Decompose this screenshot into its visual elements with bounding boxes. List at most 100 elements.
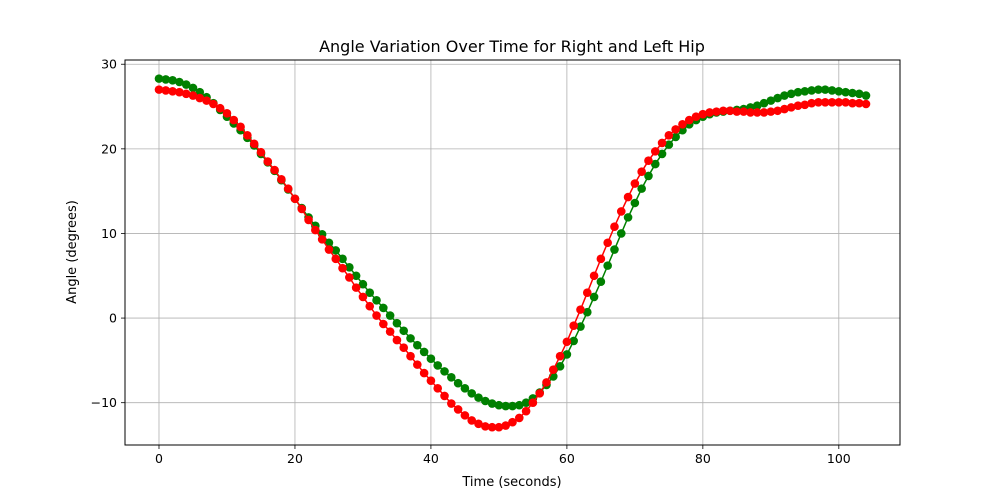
data-point <box>834 87 844 96</box>
data-point <box>413 360 422 369</box>
data-point <box>161 75 171 84</box>
data-point <box>521 398 531 407</box>
x-tick-label: 100 <box>827 451 851 466</box>
data-point <box>827 98 837 107</box>
data-point <box>222 109 232 118</box>
data-point <box>311 225 320 235</box>
data-point <box>861 91 871 100</box>
data-point <box>154 85 164 94</box>
data-point <box>562 350 572 359</box>
data-point <box>195 87 205 97</box>
data-point <box>467 389 477 398</box>
data-point <box>535 389 544 398</box>
data-point <box>780 91 789 100</box>
x-tick-label: 60 <box>559 451 575 466</box>
series-1 <box>154 85 871 432</box>
data-point <box>494 422 504 432</box>
data-point <box>413 340 422 350</box>
data-point <box>752 108 762 117</box>
data-point <box>283 184 293 193</box>
data-point <box>678 125 687 135</box>
data-point <box>766 107 776 116</box>
data-point <box>800 100 810 110</box>
plot-series <box>154 74 871 432</box>
data-point <box>181 89 191 99</box>
data-point <box>616 229 626 238</box>
data-point <box>419 368 429 378</box>
data-point <box>453 405 463 414</box>
data-point <box>229 115 239 125</box>
data-point <box>514 400 524 410</box>
data-point <box>834 98 844 107</box>
y-axis-label: Angle (degrees) <box>65 200 80 304</box>
data-point <box>501 401 511 411</box>
data-point <box>820 85 830 94</box>
data-point <box>331 246 341 255</box>
data-point <box>596 254 606 264</box>
chart-title: Angle Variation Over Time for Right and … <box>319 37 705 56</box>
data-point <box>215 103 225 113</box>
data-point <box>814 98 823 107</box>
data-point <box>848 88 857 98</box>
data-point <box>773 106 782 116</box>
data-point <box>548 365 558 374</box>
data-point <box>528 398 538 407</box>
data-point <box>848 98 857 108</box>
data-point <box>501 421 511 430</box>
data-point <box>317 235 327 244</box>
data-point <box>453 378 463 388</box>
data-point <box>582 288 592 297</box>
data-point <box>814 85 823 94</box>
data-point <box>372 296 381 305</box>
x-axis-label: Time (seconds) <box>461 475 561 490</box>
data-point <box>786 89 796 99</box>
data-point <box>372 311 381 320</box>
data-point <box>644 156 653 165</box>
data-point <box>256 147 266 157</box>
data-point <box>168 87 177 96</box>
data-point <box>175 87 184 97</box>
data-point <box>854 98 864 108</box>
data-point <box>576 322 585 331</box>
data-point <box>161 86 171 95</box>
data-point <box>623 192 633 202</box>
data-point <box>664 140 674 149</box>
data-point <box>447 373 456 382</box>
data-point <box>181 80 191 89</box>
data-point <box>671 132 680 142</box>
data-point <box>249 139 259 149</box>
data-point <box>746 108 755 117</box>
data-point <box>752 101 762 110</box>
data-point <box>759 108 769 117</box>
data-point <box>290 194 300 204</box>
data-point <box>331 254 341 264</box>
data-point <box>807 86 816 95</box>
y-tick-label: 20 <box>101 141 117 156</box>
y-tick-label: 10 <box>101 226 117 241</box>
data-point <box>440 367 449 376</box>
data-point <box>433 361 443 370</box>
data-point <box>175 77 184 87</box>
data-point <box>786 103 796 112</box>
data-point <box>569 321 578 330</box>
data-point <box>365 301 375 311</box>
data-point <box>406 351 415 361</box>
data-point <box>691 112 701 121</box>
data-point <box>582 307 592 317</box>
data-point <box>236 122 245 132</box>
data-point <box>657 138 667 148</box>
data-point <box>630 198 640 208</box>
data-point <box>188 91 198 100</box>
data-point <box>324 238 334 248</box>
data-point <box>514 413 524 423</box>
data-point <box>589 271 599 281</box>
data-point <box>861 99 871 109</box>
y-tick-label: 30 <box>101 57 117 72</box>
data-point <box>358 279 368 289</box>
data-point <box>426 354 436 363</box>
data-point <box>684 115 694 125</box>
data-point <box>576 305 585 314</box>
data-point <box>433 384 443 393</box>
grid <box>125 60 900 445</box>
